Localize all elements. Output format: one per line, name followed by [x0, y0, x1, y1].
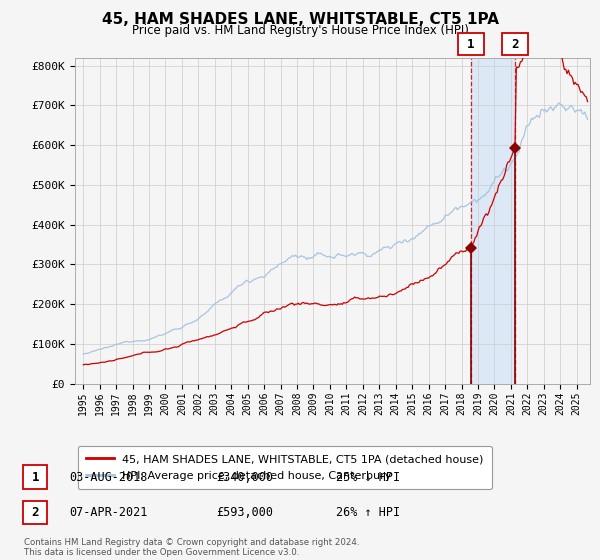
- Text: 26% ↑ HPI: 26% ↑ HPI: [336, 506, 400, 519]
- Text: £593,000: £593,000: [216, 506, 273, 519]
- Text: 07-APR-2021: 07-APR-2021: [69, 506, 148, 519]
- Text: Price paid vs. HM Land Registry's House Price Index (HPI): Price paid vs. HM Land Registry's House …: [131, 24, 469, 36]
- Text: Contains HM Land Registry data © Crown copyright and database right 2024.
This d: Contains HM Land Registry data © Crown c…: [24, 538, 359, 557]
- Text: 25% ↓ HPI: 25% ↓ HPI: [336, 470, 400, 484]
- Text: 1: 1: [467, 38, 475, 51]
- Text: 2: 2: [512, 38, 519, 51]
- Text: 1: 1: [32, 470, 39, 484]
- Text: 45, HAM SHADES LANE, WHITSTABLE, CT5 1PA: 45, HAM SHADES LANE, WHITSTABLE, CT5 1PA: [101, 12, 499, 27]
- Text: 03-AUG-2018: 03-AUG-2018: [69, 470, 148, 484]
- Text: 2: 2: [32, 506, 39, 519]
- Bar: [471, 58, 515, 384]
- Legend: 45, HAM SHADES LANE, WHITSTABLE, CT5 1PA (detached house), HPI: Average price, d: 45, HAM SHADES LANE, WHITSTABLE, CT5 1PA…: [78, 446, 491, 489]
- Text: £340,000: £340,000: [216, 470, 273, 484]
